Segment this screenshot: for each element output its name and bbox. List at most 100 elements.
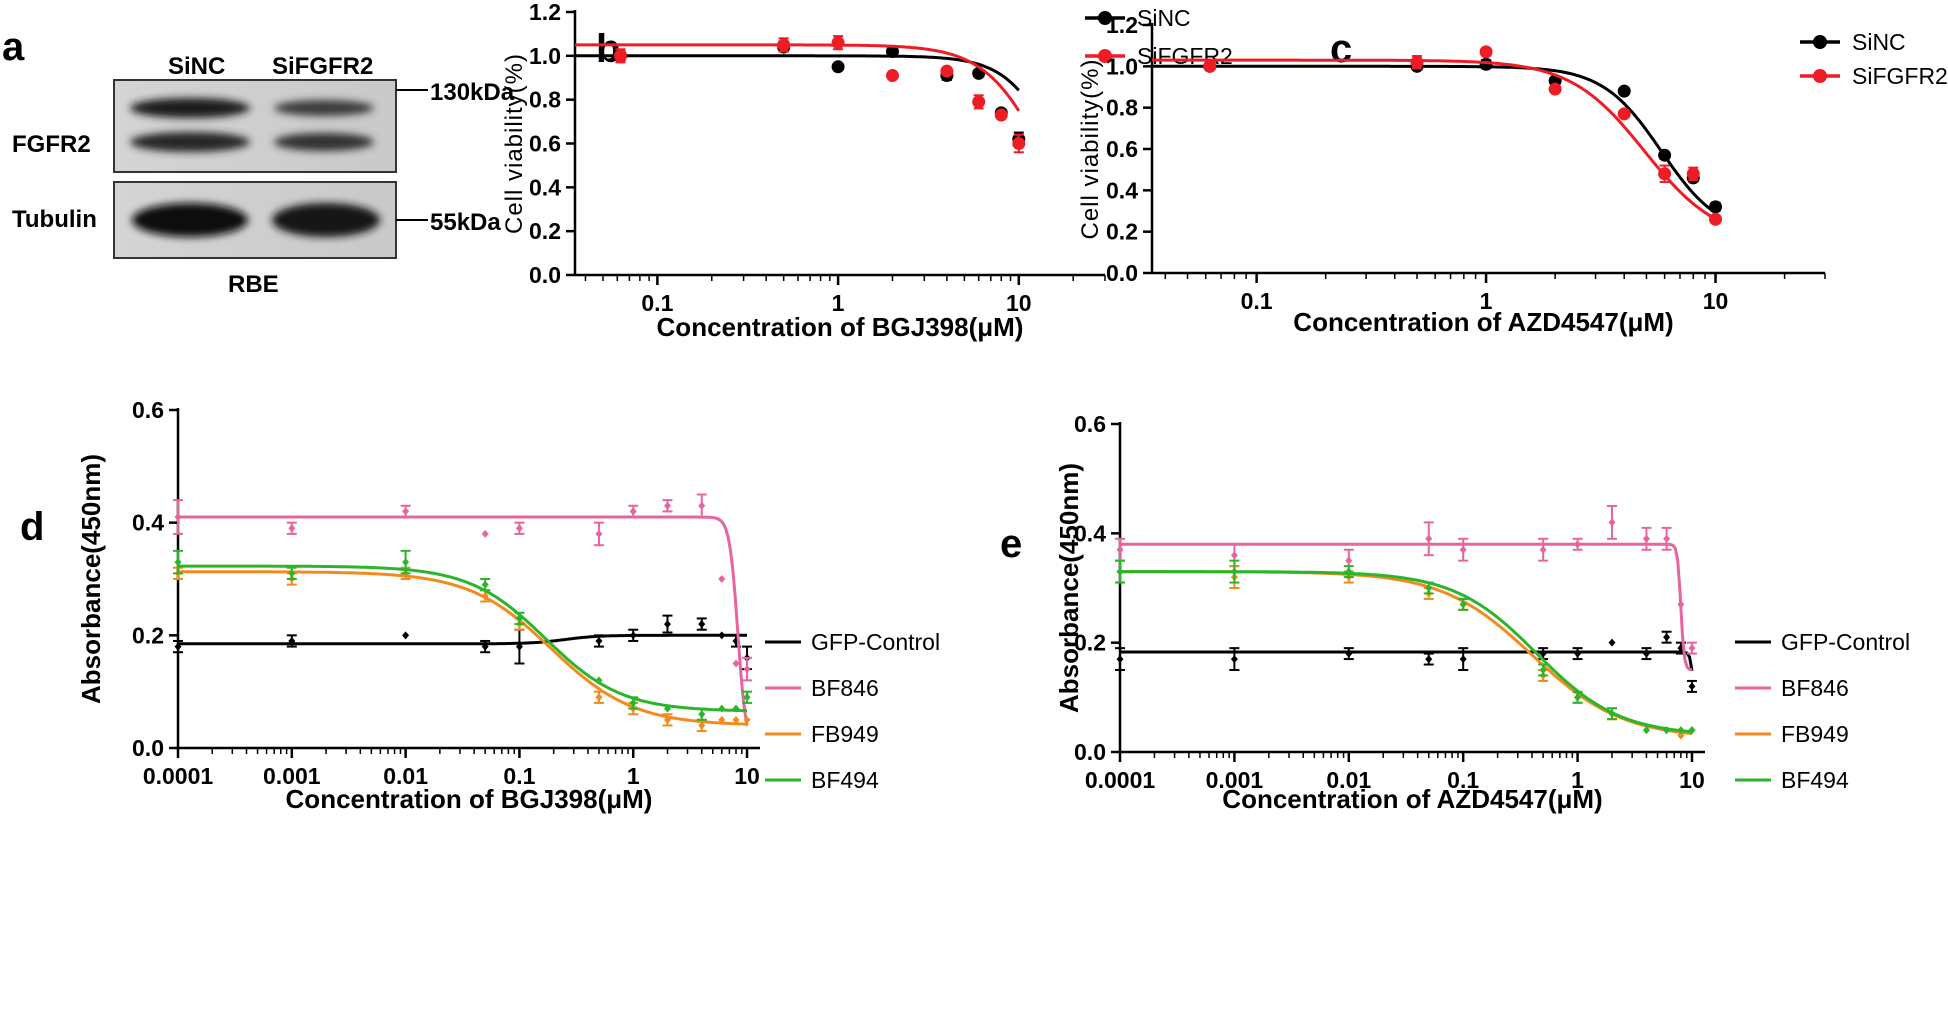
data-point bbox=[595, 529, 603, 538]
data-point bbox=[174, 642, 182, 651]
x-axis-title-c: Concentration of AZD4547(μM) bbox=[1293, 307, 1673, 337]
data-point bbox=[629, 507, 637, 516]
series-d-gfp-control bbox=[173, 614, 753, 671]
x-tick-label-b: 1 bbox=[832, 290, 845, 316]
data-point bbox=[595, 636, 603, 645]
western-blot: SiNC SiFGFR2 FGFR2 Tubulin 130kDa 55kDa … bbox=[12, 53, 515, 298]
series-c-sinc bbox=[1152, 57, 1723, 215]
x-axis-title-b: Concentration of BGJ398(μM) bbox=[657, 312, 1024, 342]
data-point bbox=[1459, 545, 1467, 554]
data-point bbox=[743, 715, 751, 724]
fit-curve-d-fb949 bbox=[178, 570, 748, 726]
data-point bbox=[515, 524, 523, 533]
series-d-bf494 bbox=[173, 549, 753, 721]
x-tick-label-e: 0.001 bbox=[1206, 767, 1264, 793]
x-tick-label-e: 0.0001 bbox=[1085, 767, 1156, 793]
data-point bbox=[698, 620, 706, 629]
y-tick-label-b: 1.2 bbox=[529, 0, 561, 25]
data-point bbox=[1345, 556, 1353, 565]
x-tick-label-e: 10 bbox=[1679, 767, 1705, 793]
data-point bbox=[1012, 137, 1026, 150]
data-point bbox=[663, 704, 671, 713]
legend-label: SiFGFR2 bbox=[1852, 63, 1948, 89]
data-point bbox=[698, 501, 706, 510]
legend-e: GFP-Control BF846 FB949 BF494 bbox=[1735, 629, 1910, 793]
fit-curve-d-gfp-control bbox=[178, 633, 747, 646]
series-e-bf846 bbox=[1115, 505, 1697, 672]
blot-cell-line: RBE bbox=[228, 271, 279, 298]
data-point bbox=[1608, 518, 1616, 527]
data-point bbox=[831, 60, 845, 74]
legend-marker bbox=[1813, 69, 1827, 83]
data-point bbox=[1459, 655, 1467, 664]
y-tick-label-c: 0.8 bbox=[1106, 95, 1138, 121]
data-point bbox=[174, 558, 182, 567]
data-point bbox=[1658, 148, 1672, 162]
data-point bbox=[1608, 709, 1616, 718]
legend-label: BF846 bbox=[1781, 675, 1849, 701]
data-point bbox=[743, 693, 751, 702]
legend-label: FB949 bbox=[811, 721, 879, 747]
data-point bbox=[1116, 567, 1124, 576]
data-point bbox=[831, 36, 845, 50]
series-e-bf494 bbox=[1115, 559, 1696, 735]
data-point bbox=[1539, 545, 1547, 554]
x-tick-label-d: 0.001 bbox=[263, 763, 321, 789]
y-tick-label-c: 0.2 bbox=[1106, 219, 1138, 245]
y-tick-label-e: 0.0 bbox=[1074, 739, 1106, 765]
data-point bbox=[1479, 45, 1493, 59]
x-tick-label-e: 0.1 bbox=[1447, 767, 1479, 793]
data-point bbox=[1677, 731, 1685, 740]
fit-curve-d-bf494 bbox=[178, 564, 748, 713]
blot-lane-sinc: SiNC bbox=[168, 53, 225, 80]
panel-label-d: d bbox=[20, 505, 44, 549]
data-point bbox=[1425, 534, 1433, 543]
data-point bbox=[1425, 584, 1433, 592]
data-point bbox=[515, 614, 523, 623]
data-point bbox=[402, 631, 410, 640]
data-point bbox=[288, 636, 296, 645]
data-point bbox=[718, 631, 726, 640]
x-tick-label-c: 0.1 bbox=[1241, 288, 1273, 314]
data-point bbox=[1617, 107, 1631, 121]
data-point bbox=[1642, 726, 1650, 735]
panel-label-e: e bbox=[1000, 522, 1022, 566]
data-point bbox=[1230, 551, 1238, 560]
data-point bbox=[1539, 666, 1547, 674]
series-d-bf846 bbox=[173, 493, 753, 726]
x-tick-label-d: 0.0001 bbox=[143, 763, 214, 789]
data-point bbox=[629, 631, 637, 640]
chart-c: 0.0 0.2 0.4 0.6 0.8 1.0 1.2 0.1 1 10 Concentration… bbox=[1077, 12, 1948, 337]
panel-label-c: c bbox=[1330, 27, 1352, 71]
data-point bbox=[1574, 540, 1582, 549]
data-point bbox=[1688, 682, 1696, 691]
legend-label: BF846 bbox=[811, 675, 879, 701]
data-point bbox=[732, 659, 740, 668]
blot-marker-55kda: 55kDa bbox=[430, 209, 501, 236]
data-point bbox=[481, 529, 489, 538]
panel-label-a: a bbox=[2, 25, 25, 69]
data-point bbox=[663, 501, 671, 510]
blot-lane-sifgfr2: SiFGFR2 bbox=[272, 53, 373, 80]
chart-e: 0.0 0.2 0.4 0.6 0.0001 0.001 0.01 0.1 1 10 Concent… bbox=[1054, 411, 1910, 814]
data-point bbox=[288, 524, 296, 533]
x-tick-label-e: 1 bbox=[1571, 767, 1584, 793]
y-tick-label-d: 0.4 bbox=[132, 510, 164, 536]
y-tick-label-c: 0.4 bbox=[1106, 177, 1138, 203]
data-point bbox=[1203, 59, 1217, 73]
data-point bbox=[885, 69, 899, 83]
data-point bbox=[1677, 726, 1685, 735]
blot-marker-130kda: 130kDa bbox=[430, 79, 515, 106]
data-point bbox=[1574, 693, 1582, 702]
series-c-sifgfr2 bbox=[1152, 45, 1723, 226]
data-point bbox=[1548, 82, 1562, 96]
data-point bbox=[718, 715, 726, 724]
data-point bbox=[885, 44, 899, 58]
legend-label: GFP-Control bbox=[811, 629, 940, 655]
legend-label: SiNC bbox=[1137, 5, 1191, 31]
data-point bbox=[1709, 200, 1723, 214]
data-point bbox=[698, 710, 706, 719]
y-tick-label-e: 0.6 bbox=[1074, 411, 1106, 437]
fit-curve-c-sifgfr2 bbox=[1152, 58, 1717, 221]
